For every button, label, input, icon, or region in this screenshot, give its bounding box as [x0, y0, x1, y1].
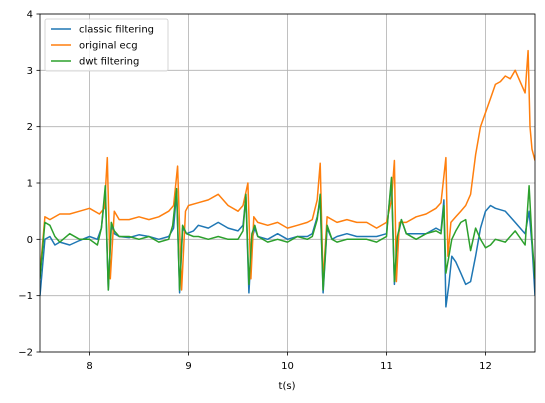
y-tick-label: 2	[27, 122, 33, 133]
x-axis: 8 9 10 11 12	[86, 352, 492, 372]
legend-label: dwt filtering	[79, 57, 139, 68]
series-line-original-ecg	[40, 49, 535, 291]
x-tick-label: 11	[380, 361, 393, 372]
x-tick-label: 8	[86, 361, 92, 372]
x-axis-title: t(s)	[279, 381, 296, 392]
grid	[40, 13, 535, 353]
y-tick-label: 0	[27, 235, 33, 246]
series-layer	[40, 49, 535, 308]
y-tick-label: 4	[27, 10, 33, 21]
y-tick-label: 3	[27, 66, 33, 77]
y-tick-label: 1	[27, 179, 33, 190]
y-tick-label: −1	[18, 291, 33, 302]
legend-box	[44, 18, 169, 72]
y-axis: −2 −1 0 1 2 3 4	[18, 10, 40, 359]
legend-label: original ecg	[79, 41, 138, 52]
x-tick-label: 9	[185, 361, 191, 372]
legend-label: classic filtering	[79, 25, 154, 36]
legend: classic filtering original ecg dwt filteri…	[44, 18, 169, 72]
x-tick-label: 10	[281, 361, 294, 372]
y-tick-label: −2	[18, 348, 33, 359]
x-tick-label: 12	[479, 361, 492, 372]
series-line-dwt-filtering	[40, 176, 535, 291]
